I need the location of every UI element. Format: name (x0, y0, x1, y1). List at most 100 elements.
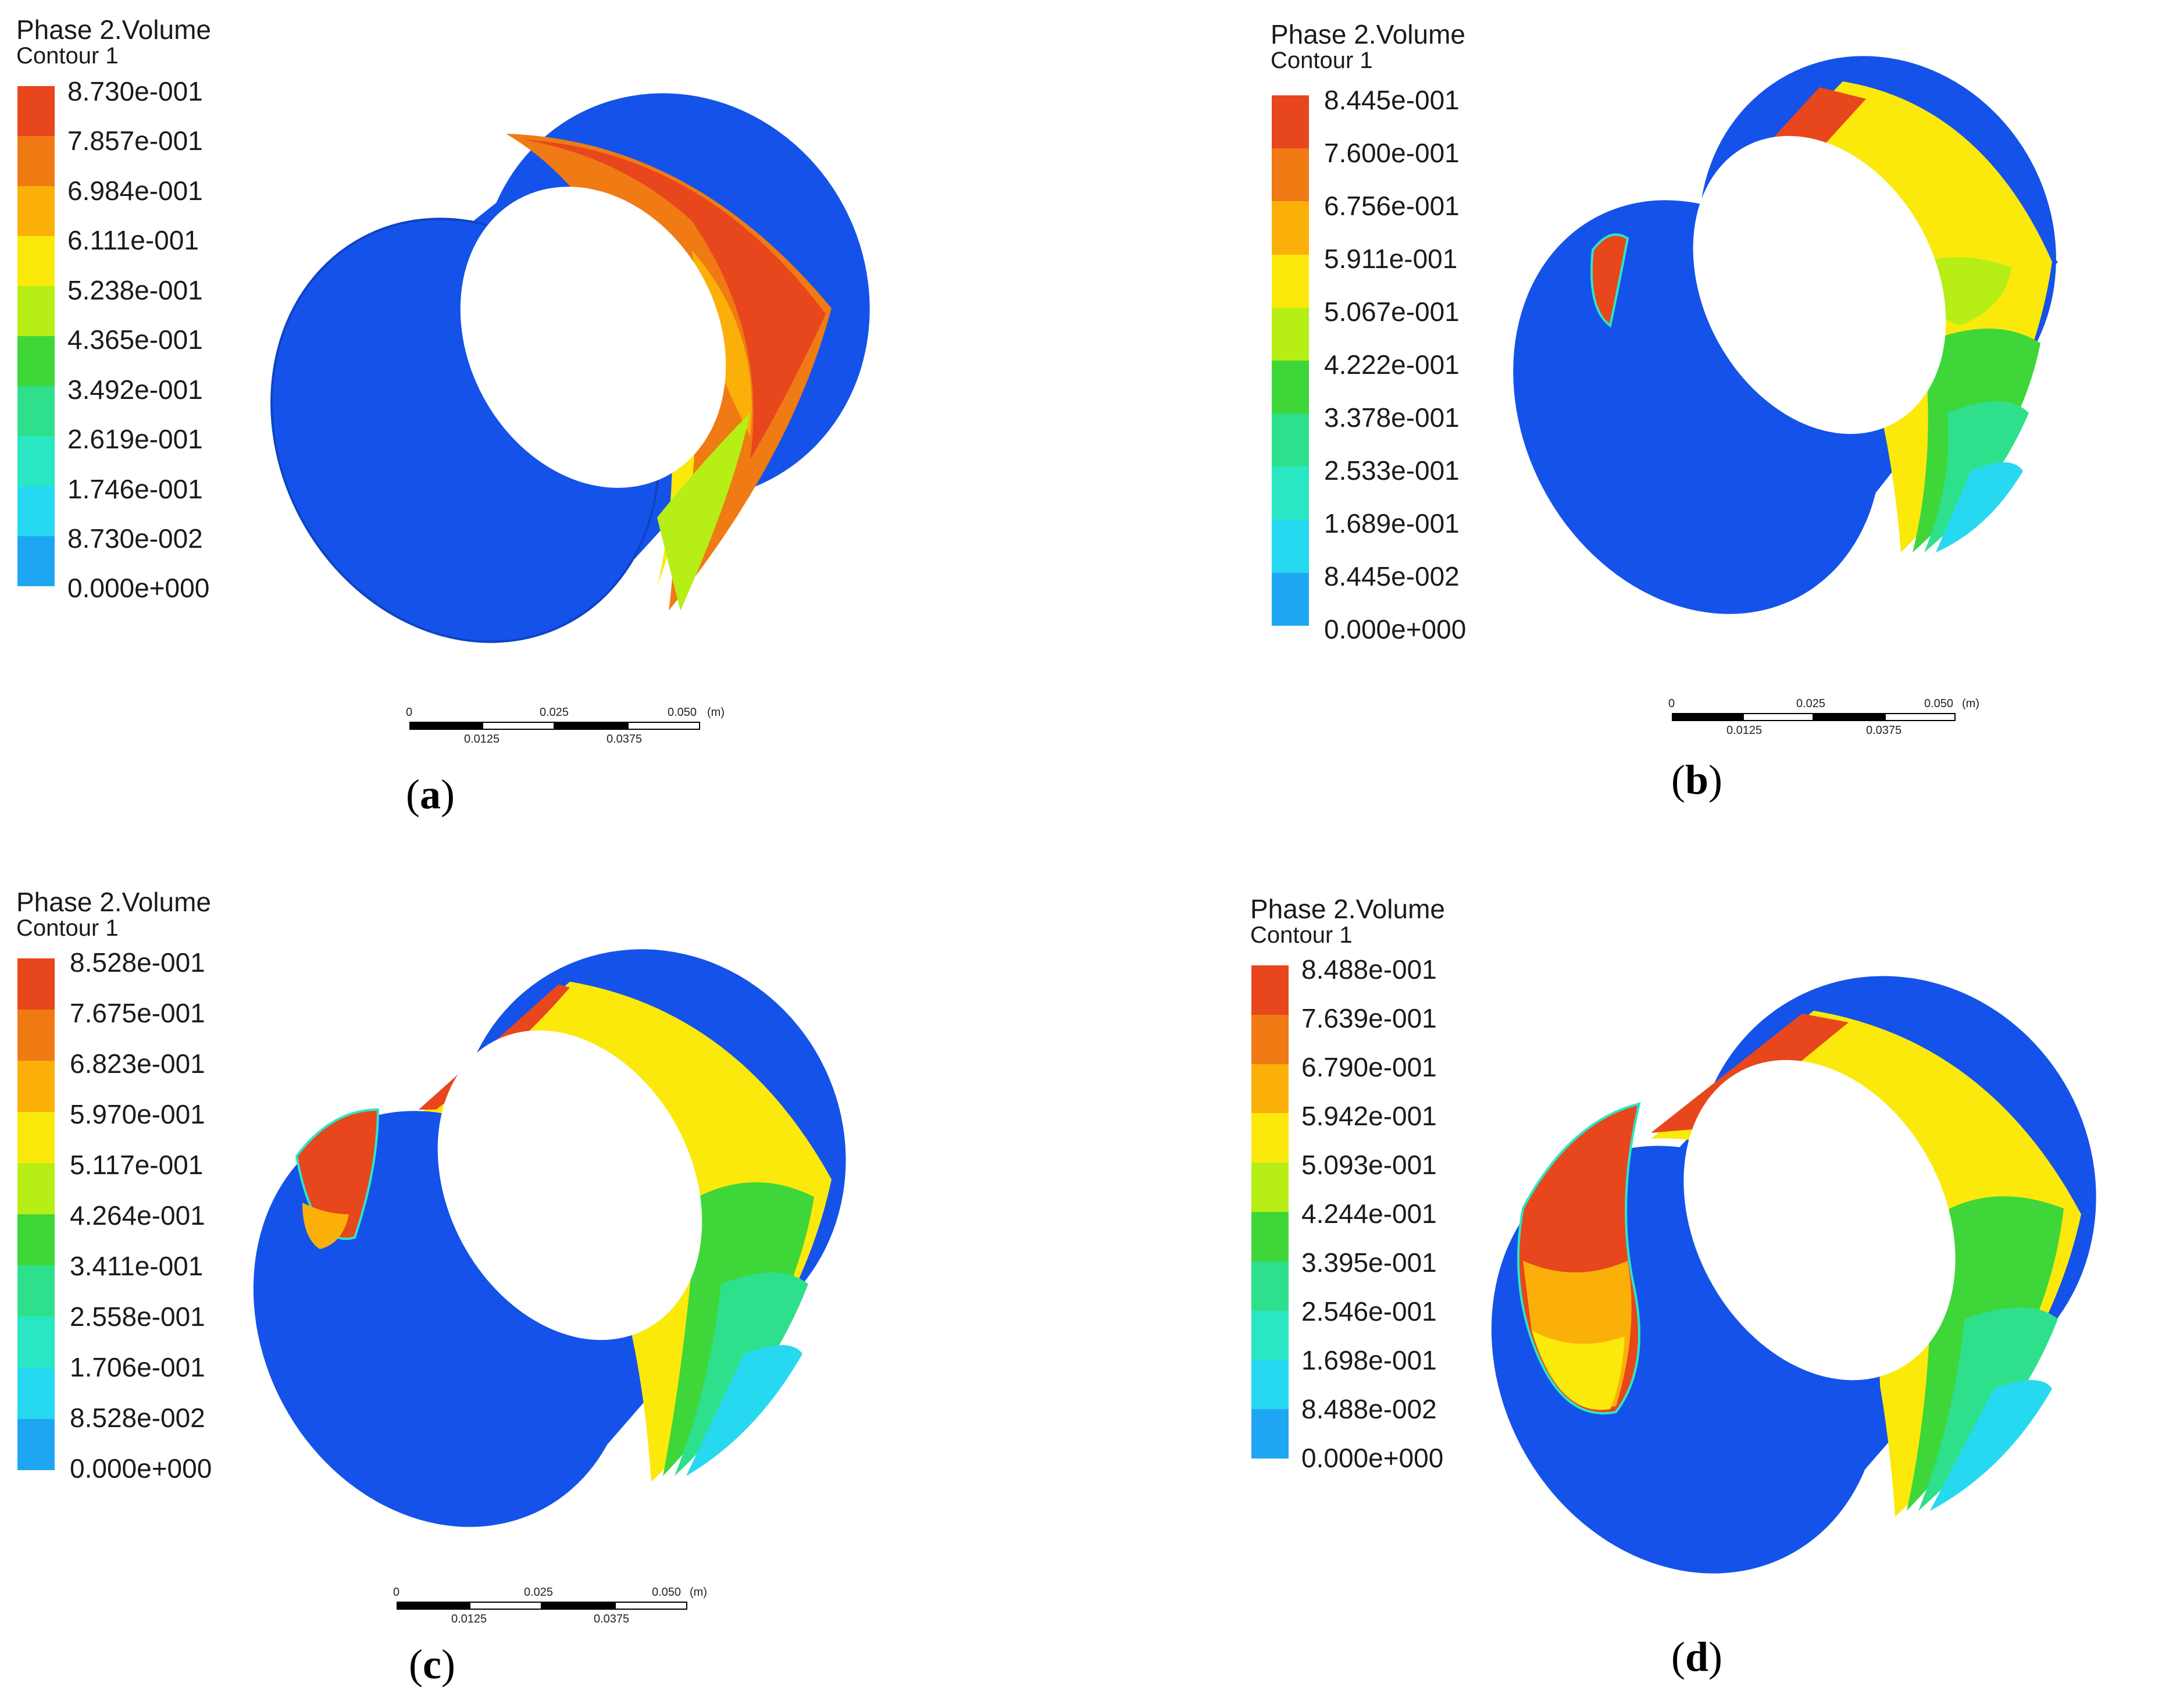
legend-value: 1.706e-001 (70, 1352, 205, 1382)
legend-color-band (17, 486, 55, 536)
legend-title: Phase 2.Volume (16, 887, 212, 917)
legend-value: 6.984e-001 (67, 176, 203, 206)
scale-tick: 0 (1668, 697, 1675, 710)
scale-tick: 0.050 (1924, 697, 1954, 710)
scale-tick: 0.0375 (1866, 724, 1902, 737)
legend-subtitle: Contour 1 (1250, 922, 1353, 948)
legend-value: 5.117e-001 (70, 1150, 204, 1180)
scale-tick: 0.0125 (464, 733, 500, 746)
legend-subtitle: Contour 1 (1271, 48, 1373, 73)
scale-unit: (m) (1962, 697, 1979, 710)
legend-value: 8.528e-001 (70, 947, 205, 978)
panel-label-a: (a) (406, 771, 455, 818)
scale-segment (1743, 713, 1814, 721)
panel-letter: b (1685, 757, 1709, 803)
legend-colorbar (1272, 95, 1309, 626)
panel-letter: c (422, 1641, 441, 1688)
legend-value: 1.689e-001 (1324, 508, 1460, 539)
legend-value: 3.395e-001 (1301, 1247, 1437, 1278)
legend-color-band (17, 1419, 55, 1470)
legend-value: 8.730e-002 (67, 523, 203, 554)
scale-segment (1814, 713, 1885, 721)
legend-value: 8.488e-002 (1301, 1394, 1437, 1424)
scale-segment (469, 1602, 542, 1610)
legend-value: 8.488e-001 (1301, 954, 1437, 985)
scale-tick: 0.025 (524, 1586, 554, 1599)
legend-value: 4.365e-001 (67, 325, 203, 355)
cylinder-contour-a (270, 93, 870, 643)
legend-color-band (17, 436, 55, 486)
legend-value: 6.756e-001 (1324, 191, 1460, 221)
legend-color-band (17, 1010, 55, 1061)
scale-segment (409, 722, 482, 730)
legend-value: 7.857e-001 (67, 126, 203, 156)
scale-segment (1885, 713, 1956, 721)
legend-value: 6.790e-001 (1301, 1052, 1437, 1082)
panel-letter: d (1685, 1634, 1709, 1680)
panel-c: Phase 2.Volume Contour 1 8.528e-001 7.67… (0, 854, 1081, 1708)
legend-value: 8.445e-002 (1324, 561, 1460, 591)
legend-color-band (1272, 148, 1309, 202)
legend-color-band (17, 1163, 55, 1214)
legend-value: 6.111e-001 (67, 225, 199, 255)
legend-color-band (17, 286, 55, 336)
legend-color-band (1272, 466, 1309, 520)
scale-tick: 0.050 (668, 706, 697, 719)
legend-color-band (1251, 1211, 1289, 1261)
legend-color-band (1251, 1014, 1289, 1064)
legend-color-band (1272, 413, 1309, 467)
legend-value: 0.000e+000 (70, 1453, 212, 1484)
legend-color-band (1272, 360, 1309, 414)
legend-value: 7.639e-001 (1301, 1003, 1437, 1033)
legend-value: 4.264e-001 (70, 1200, 205, 1231)
scale-segment (482, 722, 555, 730)
legend-value: 6.823e-001 (70, 1049, 205, 1079)
legend-color-band (1272, 95, 1309, 149)
legend-color-band (1272, 519, 1309, 573)
legend-value: 5.911e-001 (1324, 244, 1458, 274)
scale-tick: 0.025 (540, 706, 569, 719)
scale-segment (627, 722, 700, 730)
legend-value: 3.492e-001 (67, 375, 203, 405)
legend-color-band (1272, 572, 1309, 626)
panel-label-d: (d) (1671, 1634, 1723, 1680)
panel-label-c: (c) (409, 1641, 455, 1688)
legend-colorbar (17, 958, 55, 1470)
legend-color-band (17, 1265, 55, 1317)
legend-color-band (1251, 965, 1289, 1015)
legend-subtitle: Contour 1 (16, 43, 119, 69)
legend-color-band (17, 86, 55, 136)
legend-title: Phase 2.Volume (16, 15, 212, 45)
panel-d: Phase 2.Volume Contour 1 8.488e-001 7.63… (1081, 854, 2162, 1708)
scale-tick: 0.0125 (1726, 724, 1763, 737)
legend-color-band (1251, 1261, 1289, 1311)
scale-segment (397, 1602, 469, 1610)
legend-value: 8.730e-001 (67, 76, 203, 106)
panel-letter: a (419, 771, 441, 818)
legend-value: 2.558e-001 (70, 1301, 205, 1332)
legend-color-band (17, 958, 55, 1010)
legend-value: 5.093e-001 (1301, 1150, 1437, 1180)
cylinder-contour-b (1513, 56, 2058, 614)
legend-color-band (17, 1317, 55, 1368)
legend-color-band (17, 186, 55, 236)
legend-color-band (1251, 1310, 1289, 1360)
legend-color-band (1272, 254, 1309, 308)
scale-segment (542, 1602, 615, 1610)
legend-value: 2.619e-001 (67, 424, 203, 454)
scale-unit: (m) (690, 1586, 707, 1599)
panel-label-b: (b) (1671, 757, 1723, 803)
legend-value: 3.411e-001 (70, 1251, 204, 1281)
legend-value: 3.378e-001 (1324, 402, 1460, 433)
legend-color-band (1251, 1064, 1289, 1114)
legend-value: 0.000e+000 (1301, 1443, 1444, 1473)
scale-bar-a: 0 0.025 0.050 (m) 0.0125 0.0375 (406, 707, 732, 747)
legend-colorbar (17, 86, 55, 586)
legend-value: 7.600e-001 (1324, 138, 1460, 168)
legend-color-band (17, 236, 55, 286)
scale-tick: 0.0125 (451, 1613, 487, 1625)
legend-color-band (1251, 1360, 1289, 1410)
panel-b: Phase 2.Volume Contour 1 8.445e-001 7.60… (1081, 0, 2162, 854)
legend-color-band (17, 536, 55, 586)
legend-color-band (17, 1061, 55, 1112)
